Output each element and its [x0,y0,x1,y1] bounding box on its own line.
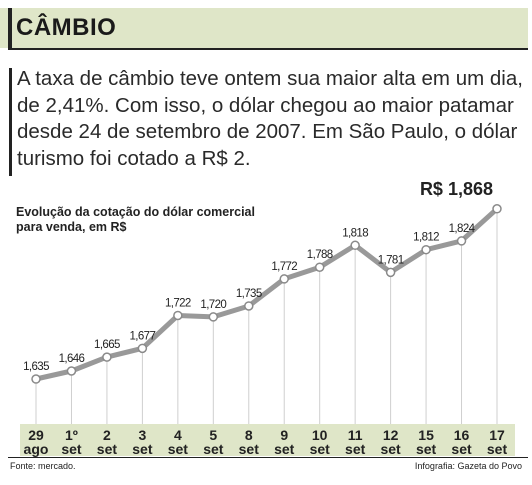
data-point [66,366,77,376]
x-tick-month: set [310,441,331,457]
source-note: Fonte: mercado. [10,461,76,471]
data-label: 1,646 [59,353,85,365]
x-tick-month: set [345,441,366,457]
footer-divider [8,457,528,458]
data-point [385,267,396,278]
data-point [314,262,325,272]
x-tick-day: 29 [28,427,44,443]
data-point [102,352,112,362]
x-tick-month: set [203,441,224,457]
data-label: 1,635 [23,361,49,373]
x-tick-month: set [416,441,437,457]
data-point [173,310,183,321]
section-title: CÂMBIO [16,14,117,41]
lead-paragraph: A taxa de câmbio teve ontem sua maior al… [17,67,523,170]
lead-accent-bar [9,68,12,176]
x-tick-day: 16 [454,427,470,443]
x-tick-month: ago [24,441,49,457]
data-point [421,244,431,255]
x-tick-day: 5 [209,427,217,443]
header-divider [8,48,528,50]
credit-note: Infografia: Gazeta do Povo [414,461,522,471]
data-point [244,301,254,311]
x-tick-day: 4 [174,427,182,443]
data-label: 1,720 [200,299,226,311]
x-tick-day: 10 [312,427,328,443]
x-tick-day: 11 [348,427,363,443]
x-tick-day: 8 [245,427,253,443]
x-tick-day: 2 [103,427,111,443]
data-label: 1,824 [449,223,476,235]
x-tick-month: set [239,441,260,457]
x-tick-month: set [487,441,508,457]
data-point [208,312,219,322]
section-header: CÂMBIO [0,8,528,48]
x-tick-day: 17 [489,427,505,443]
data-label: 1,735 [236,288,262,300]
x-tick-month: set [132,441,153,457]
data-label: 1,772 [271,261,297,273]
data-point [279,274,289,284]
x-tick-day: 1º [65,427,78,443]
data-label: 1,812 [413,232,439,244]
series-line [33,206,500,382]
x-tick-month: set [451,441,472,457]
data-point [492,204,502,214]
x-tick-month: set [61,441,82,457]
data-label: 1,818 [342,227,368,239]
x-tick-month: set [168,441,189,457]
data-label: 1,722 [165,297,191,309]
chart-subtitle: Evolução da cotação do dólar comercial p… [16,205,255,234]
x-tick-day: 9 [280,427,288,443]
data-label: 1,677 [129,330,155,342]
header-accent-bar [8,8,12,48]
x-tick-day: 3 [138,427,146,443]
data-point [31,374,41,384]
x-tick-month: set [380,441,401,457]
data-point [350,240,360,251]
data-label: 1,665 [94,339,120,351]
x-tick-month: set [274,441,295,457]
x-axis-band [20,424,515,456]
data-label: 1,788 [307,249,333,261]
x-tick-day: 15 [418,427,434,443]
data-point [456,236,467,246]
x-tick-day: 12 [383,427,399,443]
data-label-highlight: R$ 1,868 [420,179,493,199]
data-point [137,343,148,354]
x-tick-month: set [97,441,118,457]
data-label: 1,781 [378,254,404,266]
